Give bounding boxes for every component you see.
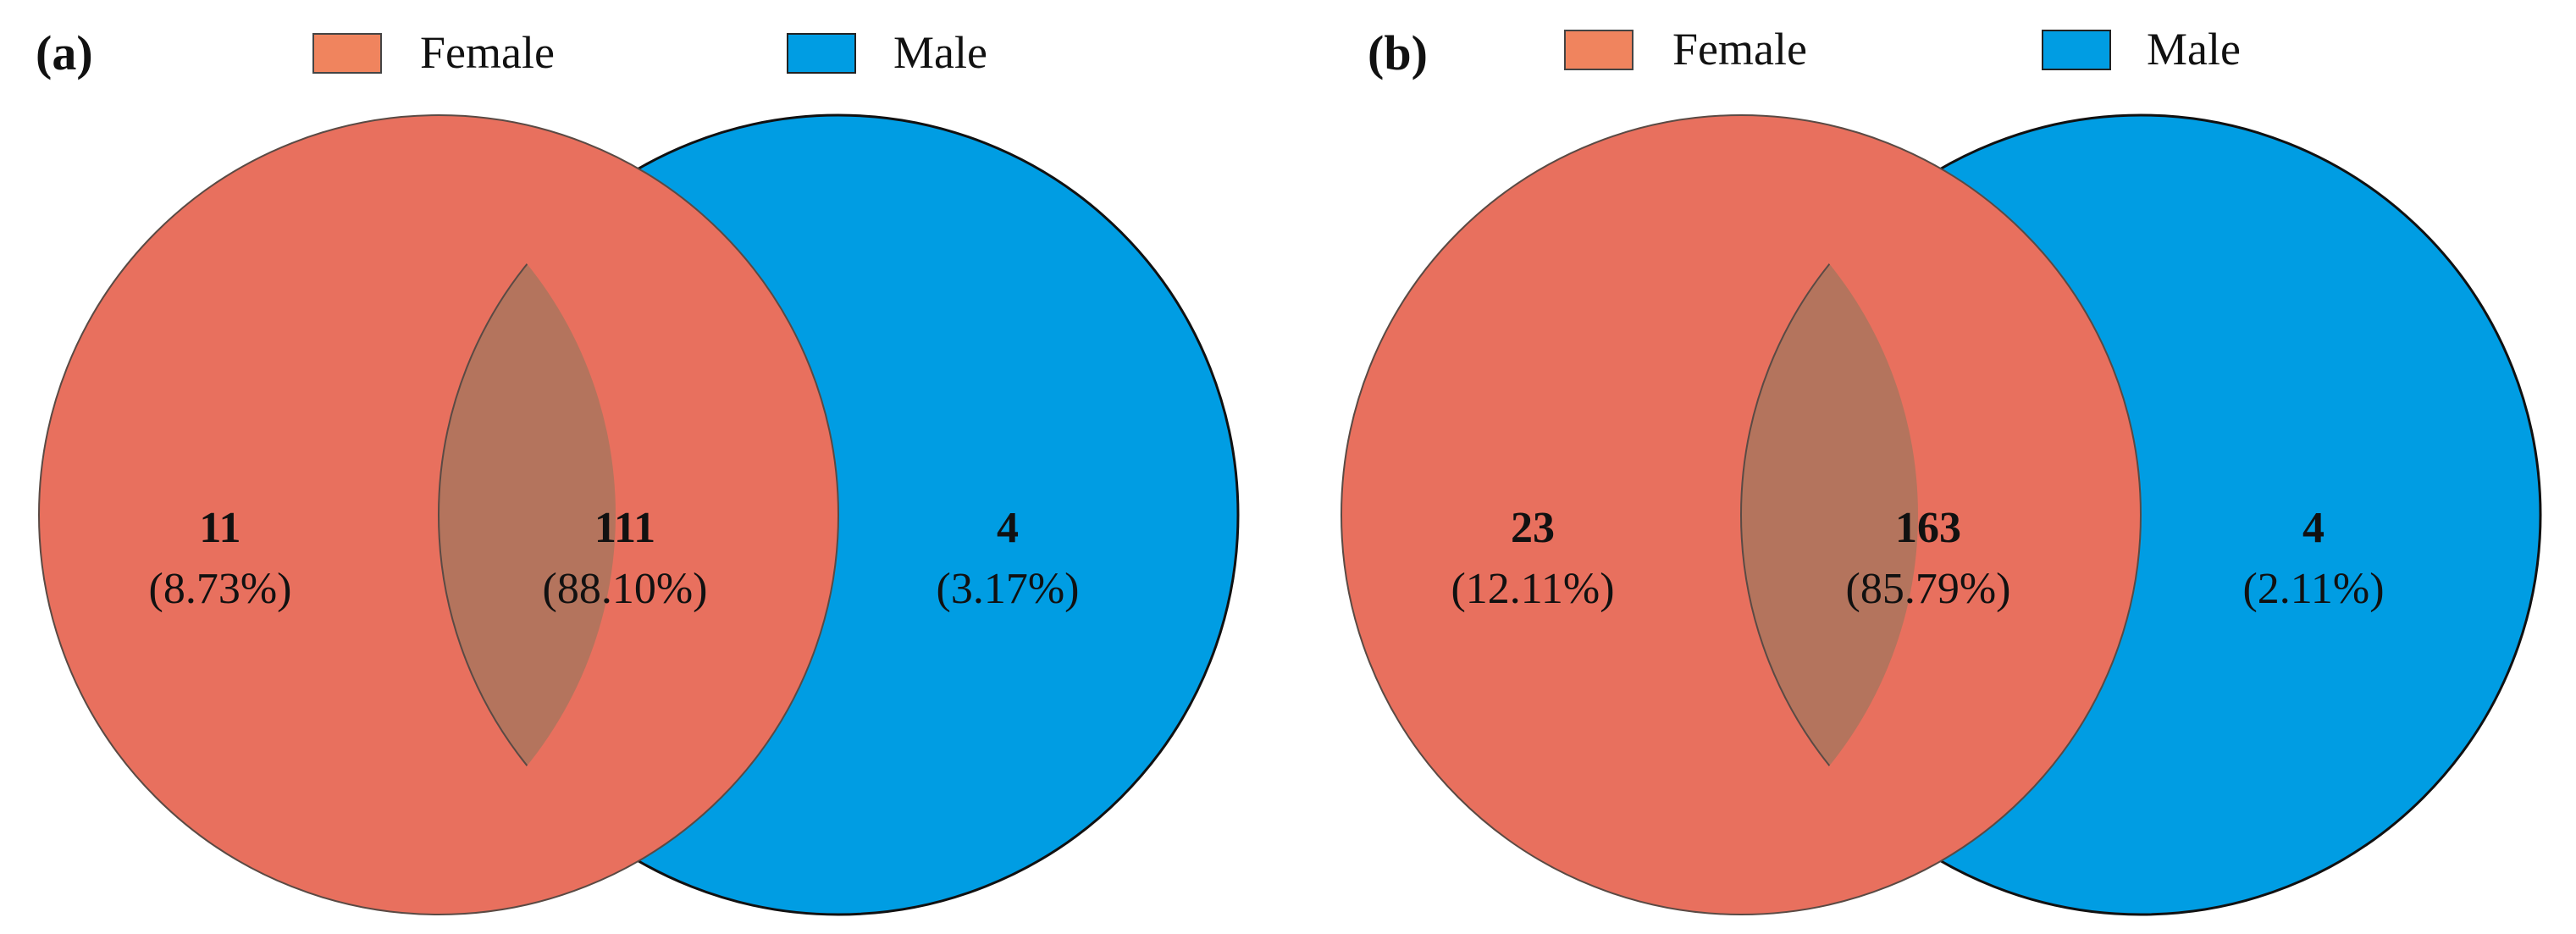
legend-swatch-female: [312, 33, 382, 74]
legend-label-female: Female: [420, 27, 555, 78]
legend-swatch-female: [1564, 30, 1633, 70]
legend-swatch-male: [787, 33, 856, 74]
female-only-count: 11: [199, 504, 240, 552]
panel-label: (b): [1368, 25, 1428, 80]
overlap-region: [438, 115, 616, 915]
legend-swatch-male: [2042, 30, 2111, 70]
female-only-count: 23: [1511, 504, 1555, 552]
legend-label-female: Female: [1672, 24, 1807, 75]
shared-percent: (88.10%): [543, 565, 708, 613]
panel-label: (a): [36, 25, 93, 80]
male-only-count: 4: [997, 504, 1019, 552]
panel-a: (a) Female Male 11 (8.73%) 111 (88.10%) …: [36, 25, 1240, 916]
legend: Female Male: [1564, 24, 2241, 75]
legend-label-male: Male: [2147, 24, 2241, 75]
female-only-percent: (8.73%): [149, 565, 292, 613]
shared-percent: (85.79%): [1846, 565, 2011, 613]
male-only-percent: (3.17%): [937, 565, 1080, 613]
overlap-region: [1740, 115, 1918, 915]
shared-count: 111: [594, 504, 655, 552]
legend: Female Male: [312, 27, 987, 78]
shared-count: 163: [1895, 504, 1961, 552]
male-only-count: 4: [2302, 504, 2324, 552]
female-only-percent: (12.11%): [1451, 565, 1614, 613]
male-only-percent: (2.11%): [2242, 565, 2384, 613]
panel-b: (b) Female Male 23 (12.11%) 163 (85.79%)…: [1341, 24, 2542, 916]
legend-label-male: Male: [893, 27, 987, 78]
